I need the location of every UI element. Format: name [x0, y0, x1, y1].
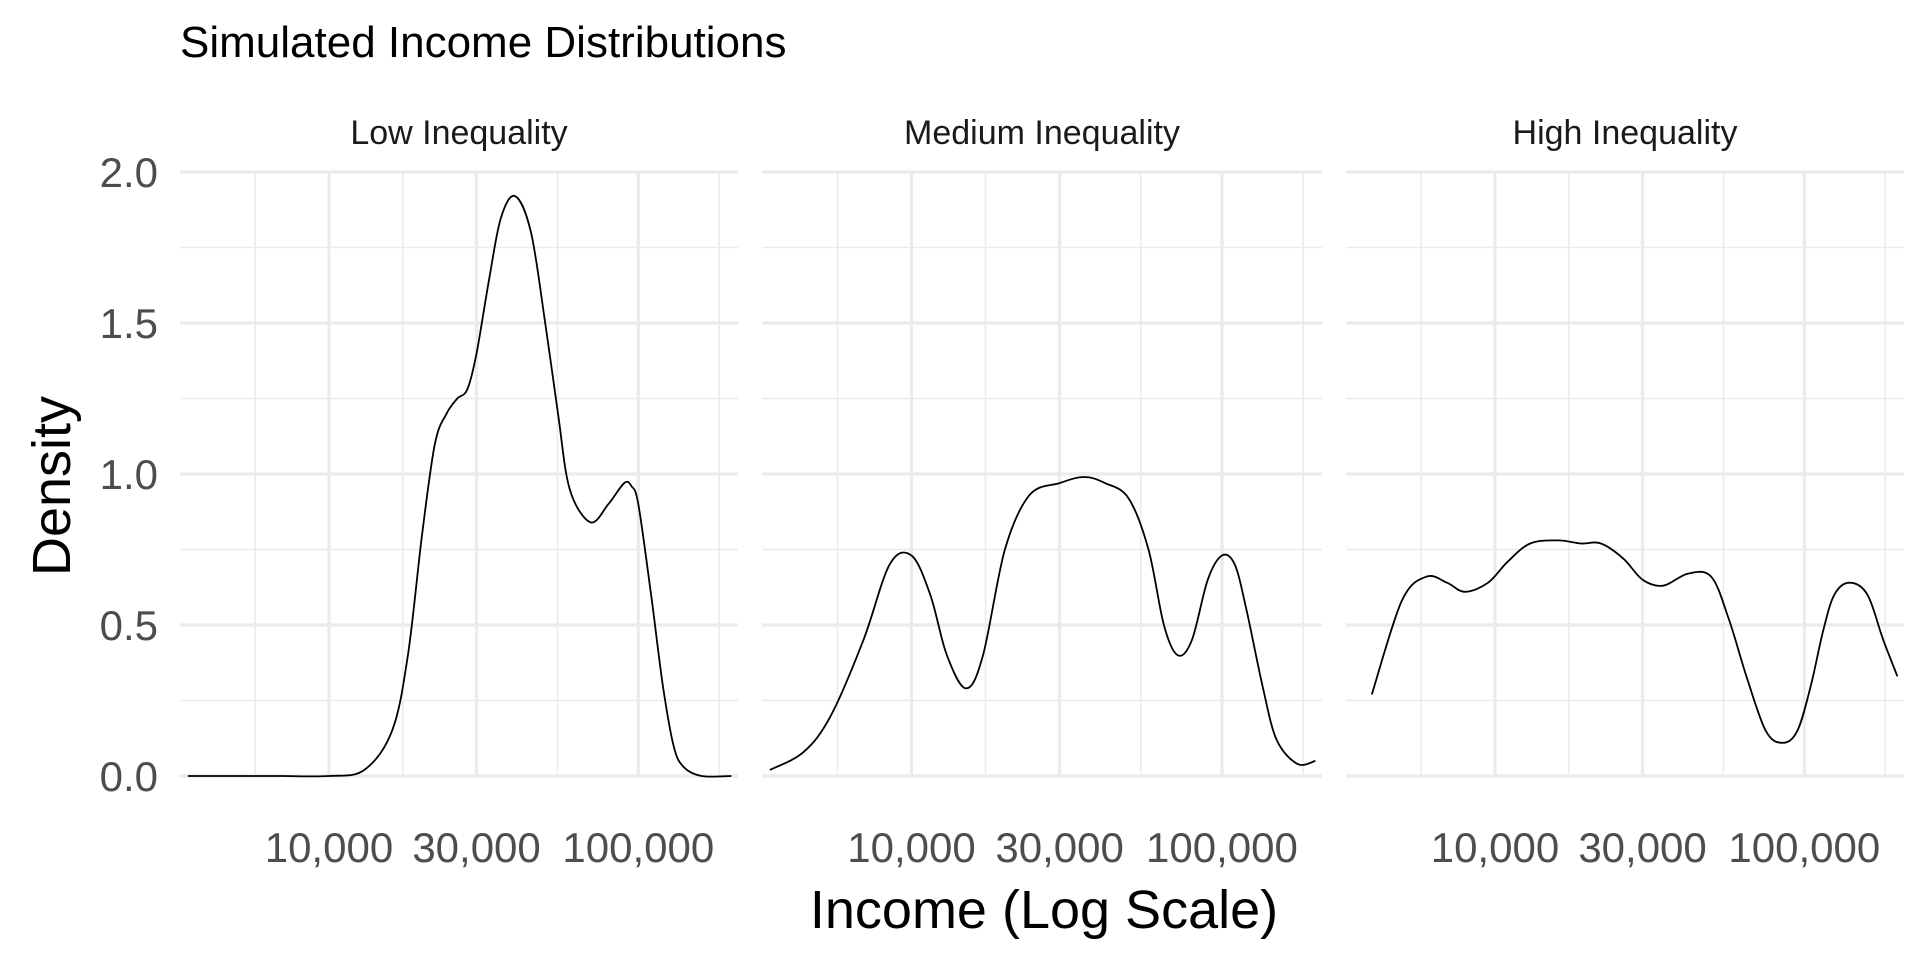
- y-tick-label: 1.0: [100, 451, 158, 498]
- y-tick-label: 2.0: [100, 149, 158, 196]
- density-curve: [1370, 539, 1899, 744]
- facet-strip-label: Low Inequality: [350, 114, 567, 152]
- x-tick-label: 10,000: [265, 824, 393, 871]
- x-tick-label: 10,000: [847, 824, 975, 871]
- x-tick-label: 30,000: [995, 824, 1123, 871]
- x-tick-label: 100,000: [562, 824, 714, 871]
- chart-title: Simulated Income Distributions: [180, 18, 787, 67]
- density-curve: [769, 476, 1316, 771]
- y-tick-label: 0.0: [100, 753, 158, 800]
- x-tick-label: 30,000: [412, 824, 540, 871]
- density-curve: [187, 194, 732, 778]
- x-tick-label: 100,000: [1728, 824, 1880, 871]
- facet-strip-label: Medium Inequality: [904, 114, 1180, 152]
- x-axis-title: Income (Log Scale): [809, 880, 1279, 940]
- x-tick-label: 10,000: [1431, 824, 1559, 871]
- y-tick-label: 1.5: [100, 300, 158, 347]
- x-tick-label: 100,000: [1146, 824, 1298, 871]
- facet-strip-label: High Inequality: [1513, 114, 1738, 152]
- y-tick-label: 0.5: [100, 602, 158, 649]
- x-tick-label: 30,000: [1578, 824, 1706, 871]
